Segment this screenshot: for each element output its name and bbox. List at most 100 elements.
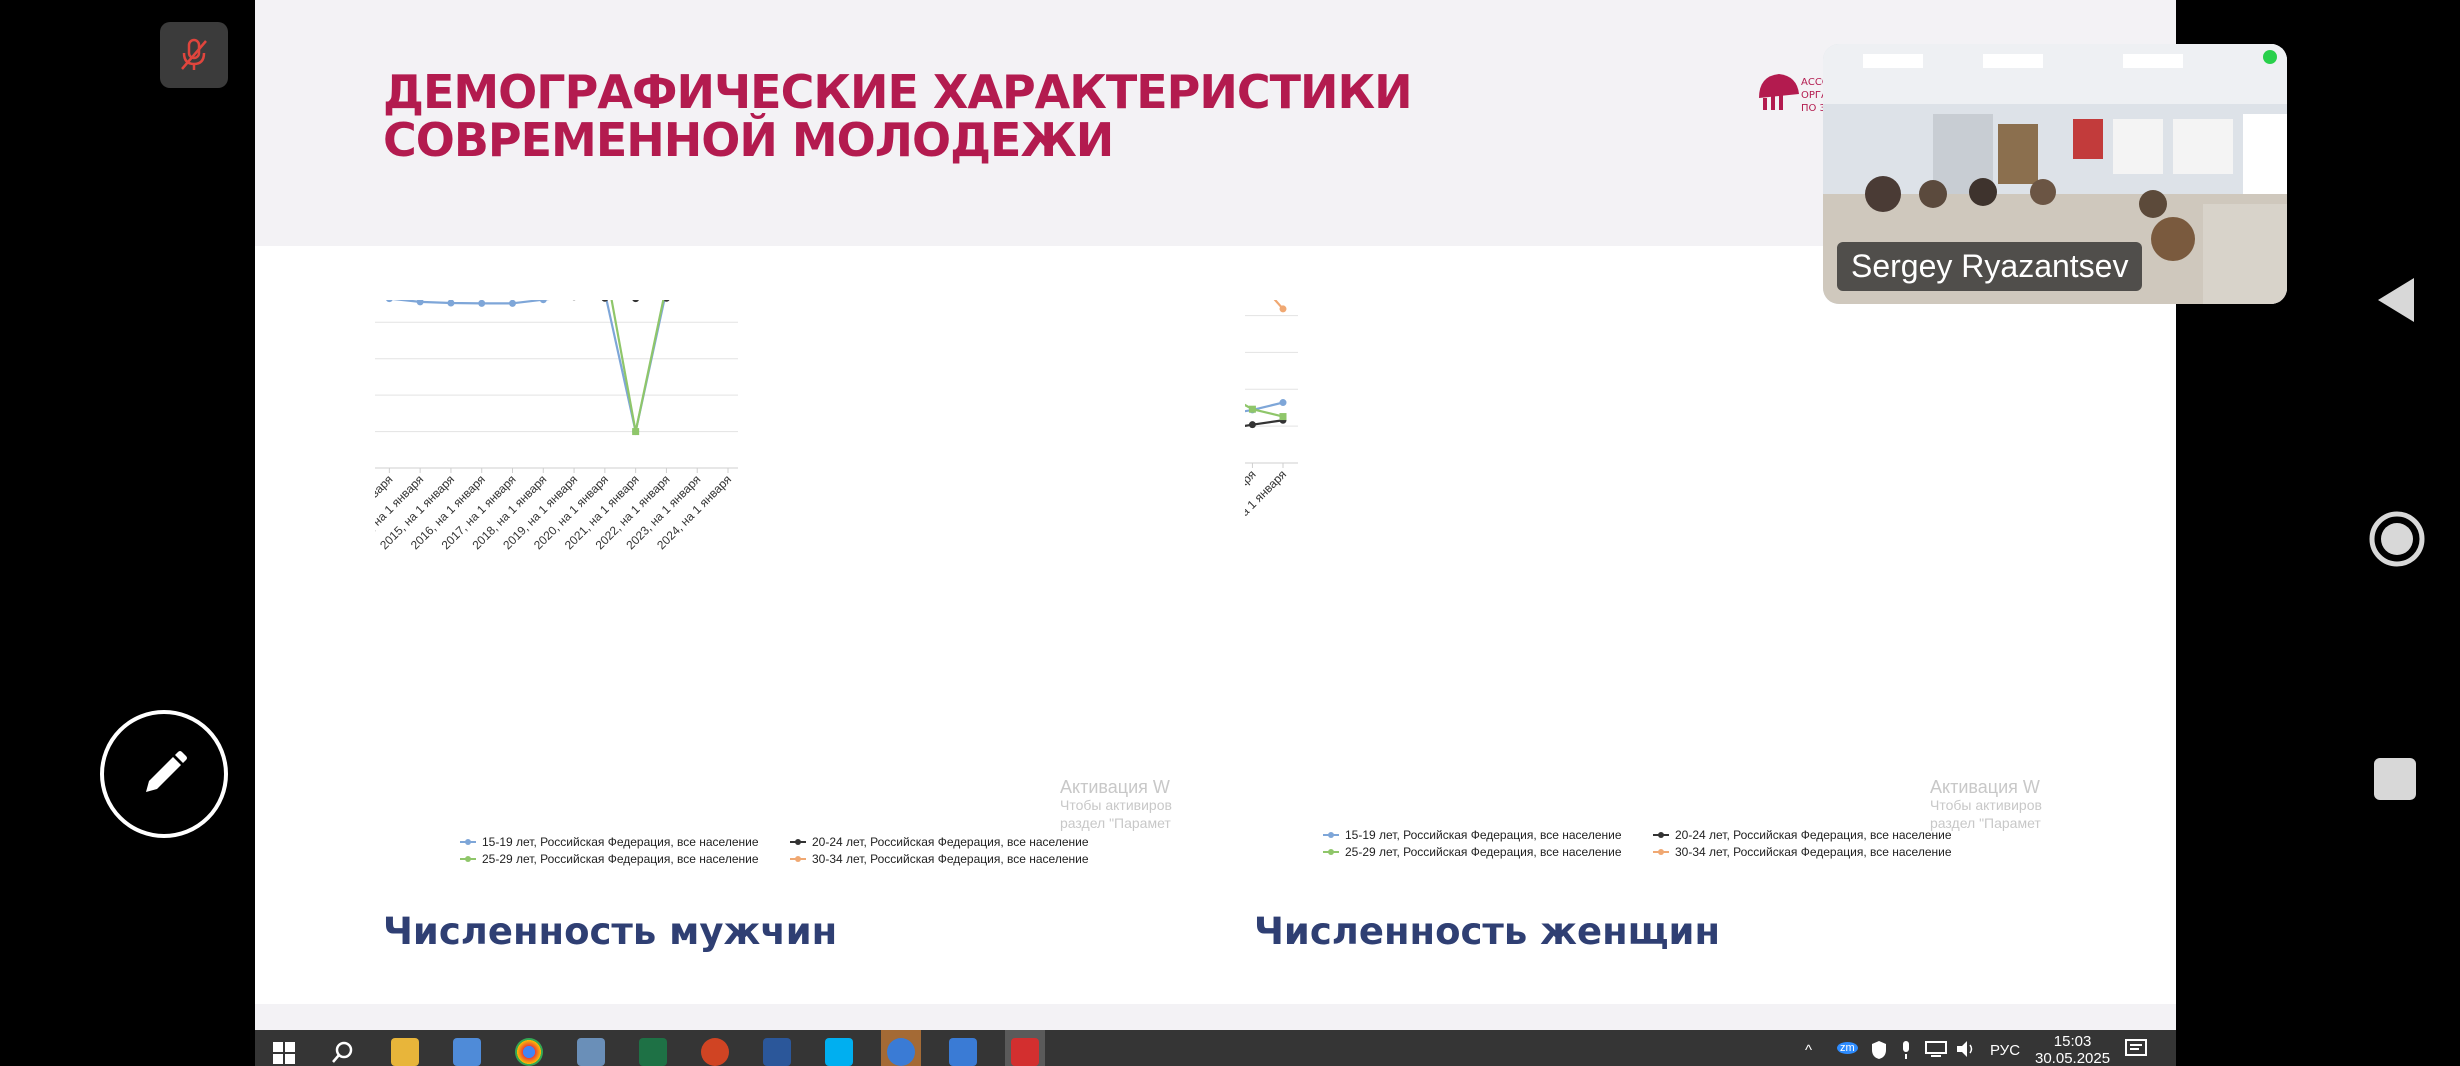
data-point	[386, 300, 393, 303]
windows-taskbar: ^ zm РУС 15:03 30.05.2025	[255, 1030, 2176, 1066]
skype-icon[interactable]	[825, 1038, 853, 1066]
title-line-2: СОВРЕМЕННОЙ МОЛОДЕЖИ	[383, 113, 1114, 167]
men-chart-legend: 15-19 лет, Российская Федерация, все нас…	[460, 835, 1120, 866]
clock-date: 30.05.2025	[2035, 1050, 2111, 1066]
active-speaker-indicator	[2263, 50, 2277, 64]
muted-microphone-button[interactable]	[160, 22, 228, 88]
data-point	[663, 300, 670, 302]
input-language-indicator[interactable]: РУС	[1990, 1042, 2021, 1059]
shield-tray-icon[interactable]	[1871, 1040, 1887, 1060]
series-line	[392, 300, 666, 433]
annotate-pen-button[interactable]	[100, 710, 228, 838]
watermark-line-1: Активация W	[1930, 777, 2040, 797]
watermark-line-3: раздел "Парамет	[1060, 815, 1171, 831]
legend-swatch	[1653, 831, 1669, 839]
windows-start-icon[interactable]	[273, 1042, 295, 1064]
legend-item-20-24: 20-24 лет, Российская Федерация, все нас…	[1653, 828, 1983, 842]
data-point	[447, 300, 455, 307]
men-chart: −1M0M1M2M3M4M5M6Mчеловек2010, на 1 январ…	[375, 300, 1165, 860]
watermark-line-2: Чтобы активиров	[1060, 797, 1172, 813]
legend-swatch	[1323, 831, 1339, 839]
legend-item-20-24: 20-24 лет, Российская Федерация, все нас…	[790, 835, 1120, 849]
recent-apps-nav-icon[interactable]	[2374, 758, 2416, 800]
pdf-reader-icon[interactable]	[1011, 1038, 1039, 1066]
file-explorer-icon[interactable]	[391, 1038, 419, 1066]
zoom-meeting-icon[interactable]	[887, 1038, 915, 1066]
data-point	[1279, 413, 1287, 421]
legend-swatch	[790, 838, 806, 846]
volume-tray-icon[interactable]	[1955, 1040, 1979, 1058]
women-chart-legend: 15-19 лет, Российская Федерация, все нас…	[1323, 828, 1983, 859]
series-line	[1245, 403, 1284, 418]
watermark-line-2: Чтобы активиров	[1930, 797, 2042, 813]
legend-swatch	[790, 855, 806, 863]
data-point	[539, 300, 547, 304]
data-point	[1248, 405, 1256, 413]
word-icon[interactable]	[763, 1038, 791, 1066]
back-nav-icon[interactable]	[2376, 276, 2416, 324]
data-point	[509, 300, 516, 307]
tray-overflow-icon[interactable]: ^	[1805, 1042, 1813, 1059]
logo-text-line-3: ПО ЗА	[1801, 103, 1833, 114]
legend-label: 30-34 лет, Российская Федерация, все нас…	[812, 852, 1089, 866]
slide-footer-band	[255, 1004, 2176, 1030]
zoom-tray-icon[interactable]: zm	[1837, 1042, 1858, 1054]
slide-title: ДЕМОГРАФИЧЕСКИЕ ХАРАКТЕРИСТИКИ СОВРЕМЕНН…	[383, 68, 1413, 167]
data-point	[632, 300, 639, 303]
data-point	[1279, 305, 1287, 313]
legend-item-30-34: 30-34 лет, Российская Федерация, все нас…	[1653, 845, 1983, 859]
legend-item-25-29: 25-29 лет, Российская Федерация, все нас…	[460, 852, 790, 866]
watermark-line-1: Активация W	[1060, 777, 1170, 797]
notifications-icon[interactable]	[2125, 1039, 2147, 1059]
paint-icon[interactable]	[949, 1038, 977, 1066]
caption-men: Численность мужчин	[383, 910, 838, 953]
women-line-chart: 3 000k3 500k4 000k4 500k5 000k5 500k6 00…	[1245, 300, 1298, 547]
caption-women: Численность женщин	[1254, 910, 1721, 953]
legend-item-15-19: 15-19 лет, Российская Федерация, все нас…	[460, 835, 790, 849]
mic-tray-icon[interactable]	[1900, 1040, 1912, 1060]
control-panel-icon[interactable]	[453, 1038, 481, 1066]
umbrella-logo-icon	[1759, 74, 1799, 110]
chrome-icon[interactable]	[515, 1038, 543, 1066]
data-point	[1279, 399, 1287, 407]
legend-swatch	[460, 855, 476, 863]
logo-text-line-1: АССОЦ	[1801, 77, 1838, 88]
men-line-chart: −1M0M1M2M3M4M5M6Mчеловек2010, на 1 январ…	[375, 300, 738, 552]
network-tray-icon[interactable]	[1925, 1041, 1947, 1057]
watermark-line-3: раздел "Парамет	[1930, 815, 2041, 831]
participant-name-label: Sergey Ryazantsev	[1837, 242, 2143, 291]
legend-label: 15-19 лет, Российская Федерация, все нас…	[482, 835, 759, 849]
pencil-icon	[146, 751, 187, 792]
legend-item-25-29: 25-29 лет, Российская Федерация, все нас…	[1323, 845, 1653, 859]
powerpoint-icon[interactable]	[701, 1038, 729, 1066]
legend-swatch	[1653, 848, 1669, 856]
series-line	[610, 300, 665, 433]
legend-item-30-34: 30-34 лет, Российская Федерация, все нас…	[790, 852, 1120, 866]
legend-label: 30-34 лет, Российская Федерация, все нас…	[1675, 845, 1952, 859]
logo-text-line-2: ОРГАН	[1801, 90, 1836, 101]
legend-item-15-19: 15-19 лет, Российская Федерация, все нас…	[1323, 828, 1653, 842]
activation-watermark: Активация W Чтобы активиров раздел "Пара…	[1060, 778, 1172, 832]
data-point	[416, 300, 424, 306]
organization-logo: АССОЦ ОРГАН ПО ЗА	[1755, 68, 1840, 118]
legend-label: 25-29 лет, Российская Федерация, все нас…	[482, 852, 759, 866]
legend-swatch	[460, 838, 476, 846]
home-nav-icon[interactable]	[2368, 510, 2426, 568]
legend-swatch	[1323, 848, 1339, 856]
data-point	[601, 300, 608, 302]
data-point	[1248, 421, 1256, 429]
series-line	[1273, 300, 1284, 310]
participant-video-tile[interactable]: Sergey Ryazantsev	[1823, 44, 2287, 304]
network-app-icon[interactable]	[577, 1038, 605, 1066]
legend-label: 20-24 лет, Российская Федерация, все нас…	[1675, 828, 1952, 842]
search-icon[interactable]	[331, 1040, 355, 1064]
activation-watermark: Активация W Чтобы активиров раздел "Пара…	[1930, 778, 2042, 832]
data-point	[632, 428, 640, 436]
data-point	[478, 300, 486, 307]
legend-label: 25-29 лет, Российская Федерация, все нас…	[1345, 845, 1622, 859]
legend-label: 15-19 лет, Российская Федерация, все нас…	[1345, 828, 1622, 842]
muted-mic-icon	[181, 38, 207, 70]
taskbar-clock[interactable]: 15:03 30.05.2025	[2035, 1033, 2110, 1066]
women-chart: 3 000k3 500k4 000k4 500k5 000k5 500k6 00…	[1245, 300, 2065, 860]
excel-icon[interactable]	[639, 1038, 667, 1066]
